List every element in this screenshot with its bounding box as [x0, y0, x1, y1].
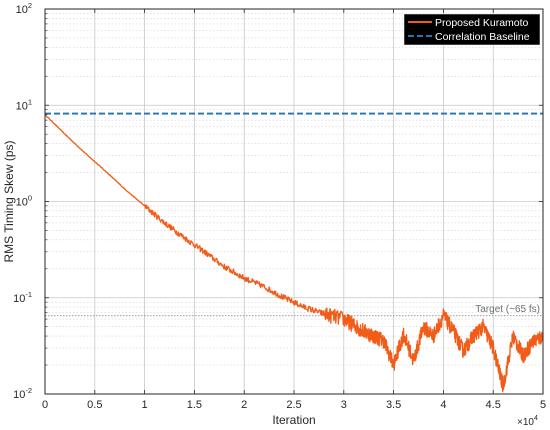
legend: Proposed Kuramoto Correlation Baseline	[403, 13, 541, 46]
y-axis-label: RMS Timing Skew (ps)	[2, 140, 16, 262]
y-tick-label-exponent: 2	[28, 1, 32, 10]
target-annotation: Target (~65 fs)	[475, 304, 540, 315]
y-tick-label-base: 10	[16, 4, 28, 16]
y-tick-label-exponent: 0	[28, 194, 32, 203]
y-tick-label-base: 10	[16, 100, 28, 112]
x-tick-label: 2.5	[286, 399, 301, 411]
y-tick-label: 10-2	[13, 386, 32, 401]
x-tick-label: 4	[440, 399, 446, 411]
y-tick-label-base: 10	[13, 389, 25, 401]
y-tick-label: 10-1	[13, 290, 32, 305]
y-tick-label: 102	[16, 1, 32, 16]
x-tick-label: 2	[241, 399, 247, 411]
legend-label-proposed-kuramoto: Proposed Kuramoto	[435, 17, 529, 29]
series-group	[44, 112, 544, 393]
x-multiplier-exponent: 4	[534, 415, 538, 422]
x-multiplier-base: ×10	[517, 417, 534, 428]
x-tick-label: 3.5	[386, 399, 401, 411]
legend-box	[403, 13, 541, 46]
x-axis-label: Iteration	[272, 413, 315, 427]
x-axis-multiplier: ×104	[517, 415, 538, 428]
legend-label-correlation-baseline: Correlation Baseline	[435, 31, 530, 43]
y-tick-label-exponent: 1	[28, 97, 32, 106]
x-tick-label: 5	[540, 399, 546, 411]
y-tick-label: 101	[16, 97, 32, 112]
y-tick-label-exponent: -1	[25, 290, 32, 299]
x-tick-label: 3	[341, 399, 347, 411]
x-tick-label: 4.5	[486, 399, 501, 411]
x-tick-label: 0	[42, 399, 48, 411]
y-tick-label-base: 10	[13, 293, 25, 305]
x-tick-label: 1.5	[187, 399, 202, 411]
x-tick-label: 1	[142, 399, 148, 411]
x-tick-label: 0.5	[87, 399, 102, 411]
series-line-proposed-kuramoto	[44, 114, 544, 393]
y-tick-label: 100	[16, 194, 32, 209]
y-tick-label-exponent: -2	[25, 386, 32, 395]
y-tick-label-base: 10	[16, 197, 28, 209]
